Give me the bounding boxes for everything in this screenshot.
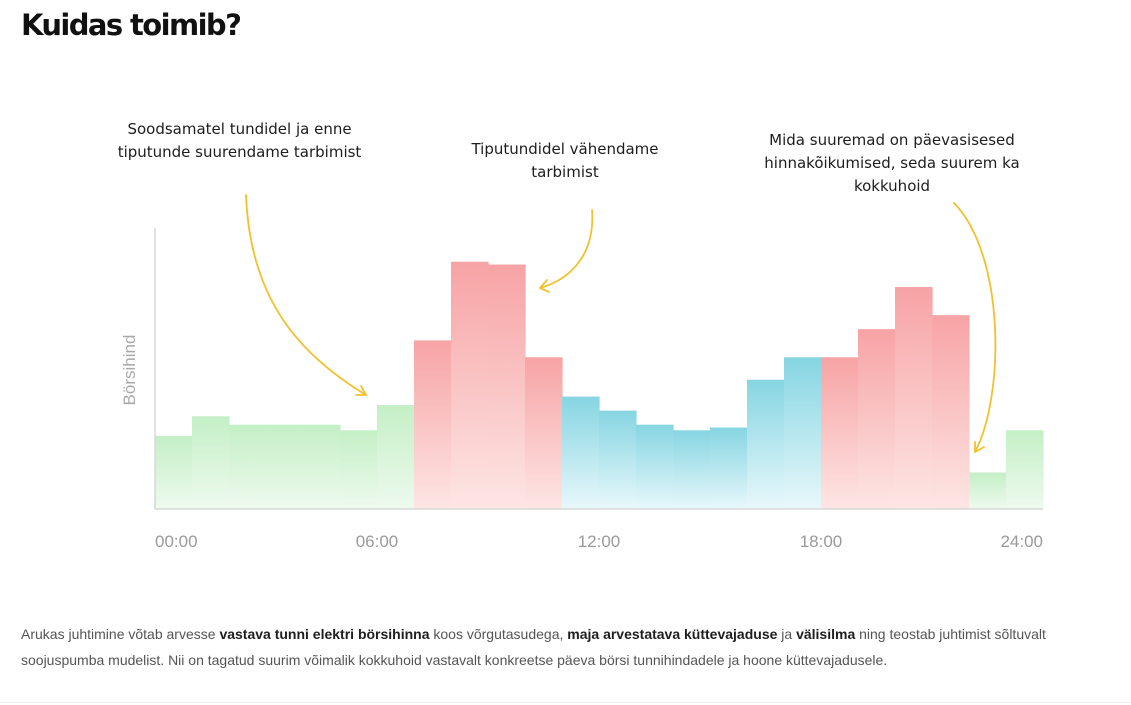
- left-arrowhead: [355, 385, 367, 396]
- desc-part-1: Arukas juhtimine võtab arvesse: [21, 626, 220, 642]
- bar-hour-13: [636, 424, 674, 509]
- bar-hour-3: [266, 424, 304, 509]
- bar-hour-2: [229, 424, 267, 509]
- bar-hour-4: [303, 424, 341, 509]
- bar-hour-6: [377, 405, 415, 509]
- desc-part-2: koos võrgutasudega,: [429, 626, 568, 642]
- x-tick-label: 06:00: [356, 532, 399, 551]
- middle-arrow: [539, 209, 594, 289]
- description-text: Arukas juhtimine võtab arvesse vastava t…: [21, 621, 1116, 673]
- desc-bold-1: vastava tunni elektri börsihinna: [219, 626, 430, 642]
- right-arrowhead: [974, 441, 985, 453]
- x-tick-label: 18:00: [800, 532, 843, 551]
- bar-hour-17: [784, 357, 822, 509]
- annotation-middle: Tiputundidel vähendame tarbimist: [471, 140, 659, 181]
- bottom-divider: [0, 702, 1131, 703]
- middle-arrowhead: [539, 279, 550, 293]
- bar-hour-15: [710, 427, 748, 509]
- bar-series: [155, 261, 1044, 509]
- x-tick-label: 24:00: [1000, 532, 1043, 551]
- desc-part-4: ning teostab juhtimist sõltuvalt soojusp…: [21, 626, 1046, 668]
- bar-hour-8: [451, 261, 489, 509]
- bar-hour-19: [858, 329, 896, 509]
- page-title: Kuidas toimib?: [21, 8, 242, 42]
- bar-hour-16: [747, 379, 785, 509]
- x-tick-label: 00:00: [155, 532, 198, 551]
- x-tick-label: 12:00: [578, 532, 621, 551]
- bar-hour-14: [673, 430, 711, 509]
- annotation-right: Mida suuremad on päevasisesed hinnakõiku…: [764, 131, 1020, 195]
- price-chart: 00:00 06:00 12:00 18:00 24:00 Börsihind: [120, 194, 1044, 551]
- bar-hour-12: [599, 410, 637, 509]
- desc-bold-3: välisilma: [796, 626, 856, 642]
- y-axis-label: Börsihind: [120, 335, 139, 406]
- bar-hour-18: [821, 357, 859, 509]
- bar-hour-0: [155, 435, 193, 509]
- annotation-arrows: [245, 194, 997, 453]
- bar-hour-11: [562, 396, 600, 509]
- left-arrow: [245, 194, 367, 396]
- bar-hour-9: [488, 264, 526, 509]
- bar-hour-21: [932, 315, 970, 509]
- desc-bold-2: maja arvestatava küttevajaduse: [567, 626, 778, 642]
- bar-hour-7: [414, 340, 452, 509]
- desc-part-3: ja: [777, 626, 797, 642]
- bar-hour-5: [340, 430, 378, 509]
- bar-hour-22: [969, 472, 1007, 509]
- bar-hour-1: [192, 416, 230, 509]
- annotation-left: Soodsamatel tundidel ja enne tiputunde s…: [117, 120, 362, 161]
- bar-hour-10: [525, 357, 563, 509]
- right-arrow: [953, 202, 997, 453]
- bar-hour-23: [1006, 430, 1044, 509]
- bar-hour-20: [895, 287, 933, 509]
- x-tick-labels: 00:00 06:00 12:00 18:00 24:00: [155, 532, 1043, 551]
